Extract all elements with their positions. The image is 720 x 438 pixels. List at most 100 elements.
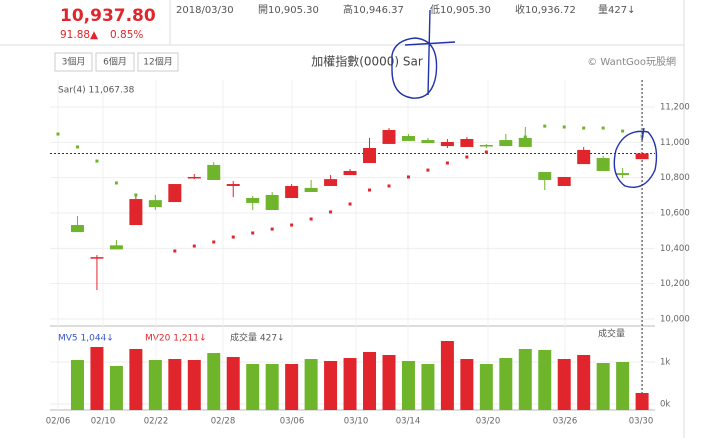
volume-bar	[635, 392, 649, 410]
volume-bar	[304, 359, 318, 410]
volume-bar	[70, 359, 84, 410]
button[interactable]	[95, 52, 135, 72]
low: 低10,905.30	[430, 3, 491, 16]
close: 收10,936.72	[515, 3, 576, 16]
y-tick-label: 11,000	[660, 138, 690, 148]
y-tick-label: 10,200	[660, 279, 690, 289]
mv5: MV5 1,044↓	[58, 334, 114, 344]
volume-bar	[499, 358, 513, 410]
sar-dot	[270, 227, 274, 231]
volume-label: 成交量 427↓	[230, 332, 285, 344]
candle-body	[285, 185, 299, 198]
volume-bar	[148, 359, 162, 410]
sar-dot	[523, 135, 527, 139]
volume-bar	[577, 354, 591, 410]
y-tick-label: 1k	[660, 358, 670, 368]
sar-dot	[329, 210, 333, 214]
sar-dot	[543, 124, 547, 128]
button[interactable]	[137, 52, 179, 72]
candle-body	[343, 170, 357, 176]
candle-body	[518, 137, 532, 147]
open: 開10,905.30	[258, 4, 319, 16]
candle-body	[109, 245, 123, 250]
x-tick-label: 03/06	[280, 417, 305, 427]
mv20: MV20 1,211↓	[145, 334, 207, 344]
candle-body	[577, 149, 591, 165]
sar-dot	[504, 141, 508, 145]
candle-body	[148, 200, 162, 208]
sar-dot	[309, 217, 313, 221]
volume-bar	[557, 359, 571, 410]
sar-dot	[134, 193, 138, 197]
y-tick-label: 0k	[660, 399, 670, 409]
sar-dot	[251, 231, 255, 235]
sar-dot	[621, 129, 625, 133]
volume-title: 成交量	[598, 328, 625, 340]
volume-bar	[109, 365, 123, 410]
sar-dot	[290, 223, 294, 227]
y-tick-label: 10,000	[660, 314, 690, 324]
y-tick-label: 11,200	[660, 103, 690, 113]
button[interactable]	[54, 52, 93, 72]
volume-bar	[596, 363, 610, 410]
annotation	[391, 9, 456, 99]
button-label[interactable]: 6個月	[103, 56, 127, 68]
candle-body	[479, 145, 493, 147]
volume-bar	[518, 348, 532, 410]
x-tick-label: 03/30	[629, 417, 654, 427]
sar-dot	[582, 126, 586, 130]
x-tick-label: 03/26	[553, 417, 578, 427]
sar-dot	[114, 181, 118, 185]
candle-body	[440, 142, 454, 147]
volume-bar	[382, 354, 396, 410]
price: 10,937.80	[60, 6, 156, 26]
sar-dot	[95, 159, 99, 163]
sar-dot	[56, 132, 60, 136]
high: 高10,946.37	[343, 3, 404, 16]
button-label[interactable]: 12個月	[143, 56, 172, 68]
volume-bar	[616, 362, 630, 410]
candle-body	[265, 194, 279, 211]
candle-body	[382, 129, 396, 144]
volume-bar	[440, 341, 454, 410]
candle-body	[168, 184, 182, 203]
volume: 量427↓	[598, 4, 635, 16]
plot: 02/06 02/10 02/22 02/28 03/06 03/10 03/14 03/20…	[46, 80, 690, 427]
y-tick-label: 10,800	[660, 173, 690, 183]
date: 2018/03/30	[176, 5, 234, 16]
sar-dot	[601, 126, 605, 130]
volume-bar	[226, 357, 240, 410]
button-label[interactable]: 3個月	[62, 56, 86, 68]
candle-body	[187, 176, 201, 179]
chart-title: 加權指數(0000) Sar	[311, 54, 423, 69]
x-tick-label: 02/10	[91, 417, 116, 427]
sar-dot	[348, 202, 352, 206]
x-tick-label: 02/06	[46, 417, 71, 427]
range-buttons: 3個月 6個月 12個月	[54, 52, 179, 72]
sar-dot	[562, 125, 566, 129]
volume-bar	[265, 364, 279, 410]
y-tick-label: 10,600	[660, 209, 690, 219]
volume-bar	[343, 358, 357, 410]
candle-body	[246, 197, 260, 203]
sar-dot	[173, 249, 177, 253]
x-tick-label: 02/22	[144, 417, 169, 427]
volume-bar	[90, 347, 104, 410]
volume-bar	[207, 353, 221, 410]
source: © WantGoo玩股網	[587, 55, 676, 68]
sar-dot	[445, 161, 449, 165]
sar-dot	[465, 155, 469, 159]
volume-bar	[285, 364, 299, 410]
sar-dot	[406, 175, 410, 179]
x-tick-label: 03/14	[396, 417, 421, 427]
sar-dot	[368, 188, 372, 192]
candle-body	[460, 138, 474, 147]
volume-bar	[421, 364, 435, 410]
candle-body	[635, 153, 649, 160]
candle-body	[304, 187, 318, 192]
change-pct: 0.85%	[110, 29, 143, 41]
candle-body	[90, 257, 104, 259]
candle-body	[538, 172, 552, 180]
volume-bar	[401, 360, 415, 410]
sar-dot	[484, 150, 488, 154]
